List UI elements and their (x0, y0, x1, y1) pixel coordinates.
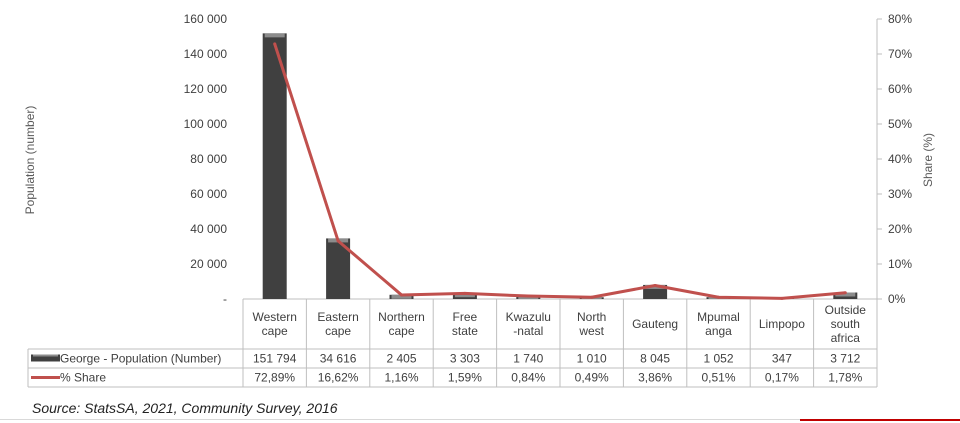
category-label: cape (388, 324, 414, 338)
population-value: 1 052 (703, 352, 733, 366)
combo-chart: - 20 000 40 000 60 000 80 000 100 000 120 000 1… (23, 12, 935, 388)
bar-series (262, 33, 858, 299)
category-label: south (831, 317, 860, 331)
right-tick-label: 20% (888, 222, 912, 236)
population-value: 8 045 (640, 352, 670, 366)
bar (262, 33, 287, 299)
left-tick-label: 140 000 (184, 47, 228, 61)
population-value: 1 010 (577, 352, 607, 366)
category-label: state (452, 324, 478, 338)
right-tick-label: 50% (888, 117, 912, 131)
footer-divider (0, 419, 960, 420)
category-label: west (578, 324, 604, 338)
right-axis-ticks: 0% 10% 20% 30% 40% 50% 60% 70% 80% (877, 12, 912, 306)
share-value: 72,89% (254, 371, 295, 385)
population-value: 1 740 (513, 352, 543, 366)
left-tick-label: - (223, 292, 227, 306)
category-label: Kwazulu (506, 310, 551, 324)
share-point (843, 291, 847, 295)
right-axis-title: Share (%) (921, 133, 935, 187)
left-tick-label: 20 000 (190, 257, 227, 271)
share-value: 1,16% (384, 371, 418, 385)
share-value: 16,62% (318, 371, 359, 385)
legend-bar-key-highlight (33, 354, 58, 357)
population-value: 3 712 (830, 352, 860, 366)
footer-accent-bar (800, 419, 960, 421)
category-label: Free (453, 310, 478, 324)
category-label: Eastern (317, 310, 358, 324)
share-point (336, 239, 340, 243)
category-label: Northern (378, 310, 425, 324)
legend-series-population: George - Population (Number) (60, 352, 221, 366)
share-point (780, 296, 784, 300)
category-label: africa (831, 331, 861, 345)
line-series (273, 42, 847, 300)
share-value: 0,84% (511, 371, 545, 385)
share-value: 1,78% (828, 371, 862, 385)
population-value: 34 616 (320, 352, 357, 366)
category-label: anga (705, 324, 732, 338)
left-tick-label: 120 000 (184, 82, 228, 96)
category-label: Western (252, 310, 296, 324)
left-tick-label: 80 000 (190, 152, 227, 166)
population-value: 3 303 (450, 352, 480, 366)
bar-highlight (454, 293, 475, 298)
source-note: Source: StatsSA, 2021, Community Survey,… (32, 400, 338, 416)
right-tick-label: 80% (888, 12, 912, 26)
category-label: -natal (513, 324, 543, 338)
category-label: Limpopo (759, 317, 805, 331)
population-value: 151 794 (253, 352, 297, 366)
right-tick-label: 30% (888, 187, 912, 201)
category-label: Mpumal (697, 310, 740, 324)
share-point (717, 295, 720, 299)
category-label: Gauteng (632, 317, 678, 331)
right-tick-label: 60% (888, 82, 912, 96)
bar-highlight (835, 292, 856, 297)
share-value: 3,86% (638, 371, 672, 385)
right-tick-label: 10% (888, 257, 912, 271)
left-tick-label: 100 000 (184, 117, 228, 131)
share-point (590, 295, 594, 299)
legend-bar-key (31, 354, 60, 362)
legend-series-share: % Share (60, 371, 106, 385)
bar-highlight (264, 33, 285, 38)
share-point (653, 283, 657, 287)
share-point (273, 42, 277, 46)
share-value: 0,49% (575, 371, 609, 385)
population-value: 2 405 (386, 352, 416, 366)
bar-highlight (391, 294, 412, 299)
right-tick-label: 40% (888, 152, 912, 166)
share-point (463, 291, 467, 295)
population-value: 347 (772, 352, 792, 366)
share-point (400, 293, 403, 297)
right-tick-label: 70% (888, 47, 912, 61)
share-value: 0,17% (765, 371, 799, 385)
share-point (526, 294, 530, 298)
category-label: North (577, 310, 606, 324)
share-line (273, 43, 846, 300)
data-table: WesterncapeEasterncapeNortherncapeFreest… (31, 303, 866, 385)
right-tick-label: 0% (888, 292, 906, 306)
left-axis-ticks: - 20 000 40 000 60 000 80 000 100 000 120 000 1… (184, 12, 228, 306)
share-value: 1,59% (448, 371, 482, 385)
left-tick-label: 60 000 (190, 187, 227, 201)
share-value: 0,51% (701, 371, 735, 385)
left-tick-label: 40 000 (190, 222, 227, 236)
left-axis-title: Population (number) (23, 106, 37, 215)
category-label: Outside (825, 303, 867, 317)
category-label: cape (262, 324, 288, 338)
left-tick-label: 160 000 (184, 12, 228, 26)
category-label: cape (325, 324, 351, 338)
